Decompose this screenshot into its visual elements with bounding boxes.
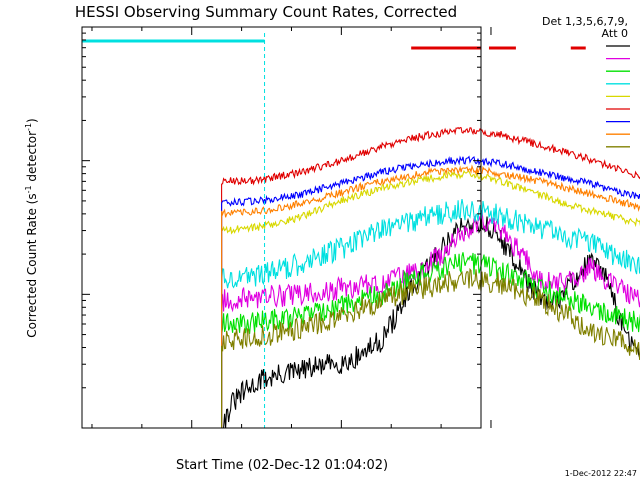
y-axis-label-sup2: -1 <box>24 123 33 131</box>
y-axis-label-main: Corrected Count Rate (s <box>25 193 39 337</box>
series-line-800-7000-kev <box>221 164 640 428</box>
y-axis-label-mid: detector <box>25 131 39 186</box>
legend-header-line1: Det 1,3,5,6,7,9, <box>542 15 628 28</box>
series-line-25-50-kev <box>221 199 640 428</box>
series-line-7000-20000-kev <box>221 267 640 428</box>
footer-timestamp: 1-Dec-2012 22:47 <box>565 469 637 478</box>
series-line-100-300-kev <box>221 126 640 428</box>
y-axis-label: Corrected Count Rate (s-1 detector-1) <box>24 118 39 337</box>
legend-header-line2: Att 0 <box>602 27 628 40</box>
series-line-12-25-kev <box>221 252 640 428</box>
plot-frame <box>81 26 482 429</box>
series-line-300-800-kev <box>221 155 640 428</box>
series-line-3-6-kev <box>221 213 640 429</box>
y-axis-label-sup1: -1 <box>24 185 33 193</box>
x-axis-label: Start Time (02-Dec-12 01:04:02) <box>176 458 388 473</box>
chart-title: HESSI Observing Summary Count Rates, Cor… <box>75 3 457 21</box>
y-axis-label-end: ) <box>25 118 39 123</box>
series-line-50-100-kev <box>221 169 640 428</box>
